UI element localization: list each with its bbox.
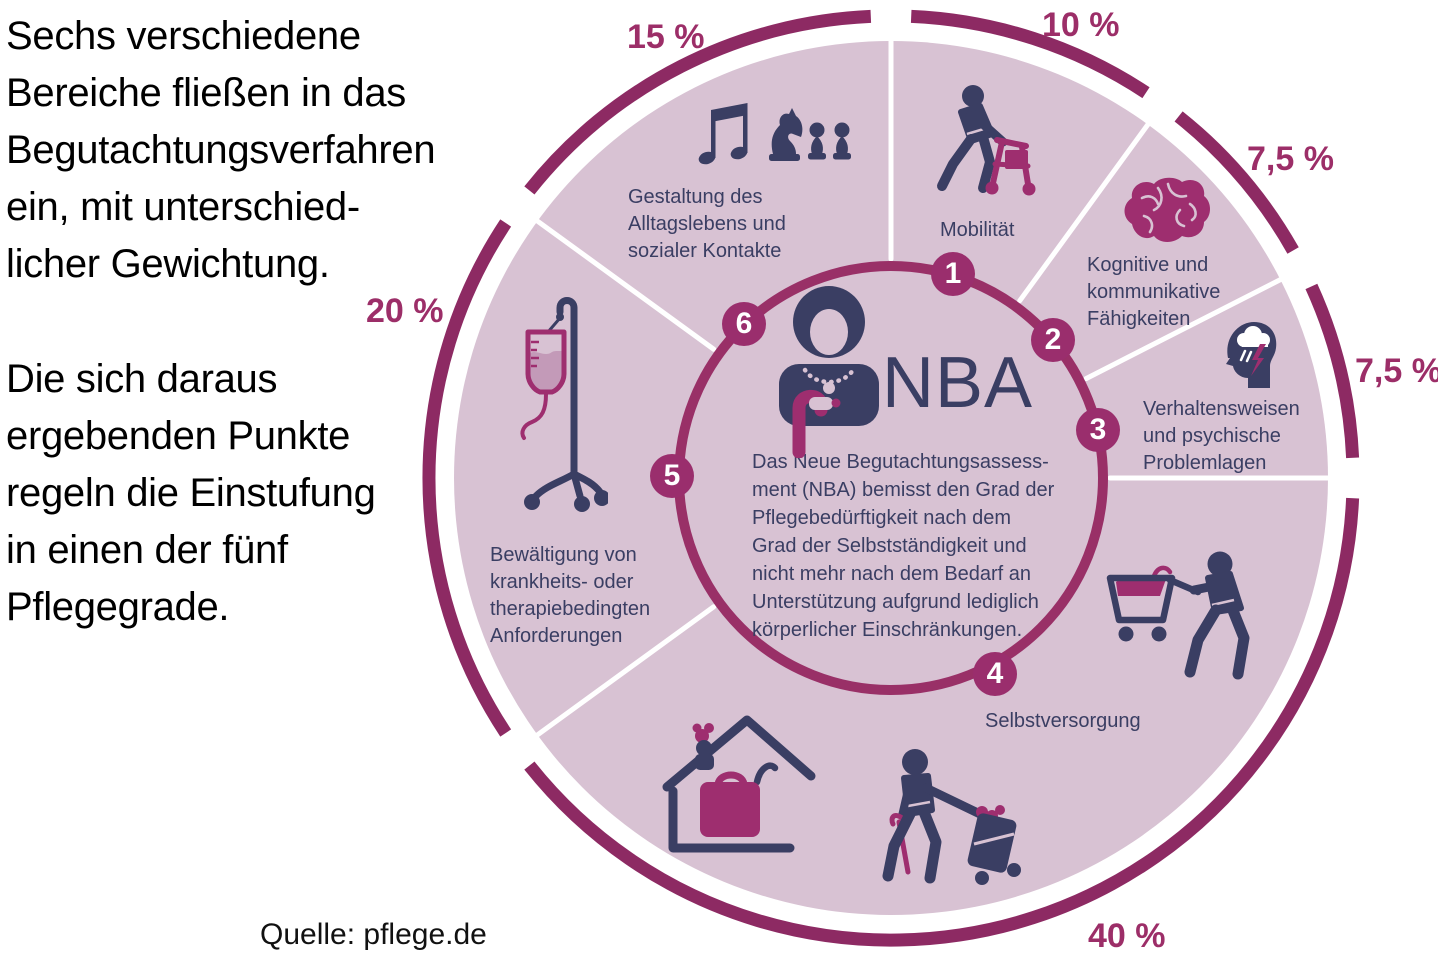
segment-number-badge-2: 2 — [1031, 318, 1075, 362]
segment-number-badge-4: 4 — [973, 652, 1017, 696]
segment-number-badge-5: 5 — [650, 454, 694, 498]
label-kognitive: Kognitive und kommunikative Fähigkeiten — [1087, 254, 1221, 330]
segment-divider-lines — [535, 38, 1331, 738]
label-verhalten: Verhaltensweisen und psychische Probleml… — [1143, 398, 1300, 474]
segment-number-badge-3: 3 — [1076, 408, 1120, 452]
person-with-trolley-icon — [882, 749, 1021, 885]
iv-drip-stand-icon — [520, 297, 608, 512]
elderly-person-with-cane-icon — [779, 286, 879, 458]
percent-label-bewaeltigung: 20 % — [366, 292, 444, 330]
percent-label-kognitive: 7,5 % — [1247, 140, 1334, 178]
brain-icon — [1124, 177, 1210, 242]
source-note: Quelle: pflege.de — [260, 918, 487, 951]
intro-paragraph-1: Sechs verschiedene Bereiche fließen in d… — [6, 14, 436, 286]
music-and-chess-icon — [698, 103, 851, 165]
label-mobilitaet: Mobilität — [940, 219, 1015, 241]
person-with-rollator-icon — [937, 85, 1036, 196]
nba-description: Das Neue Begutachtungsassess- ment (NBA)… — [752, 451, 1055, 641]
nba-title: NBA — [882, 343, 1034, 423]
percent-label-gestaltung: 15 % — [627, 18, 705, 56]
shopping-cart-person-icon — [1106, 551, 1250, 680]
percent-label-mobilitaet: 10 % — [1042, 6, 1120, 44]
house-with-pot-icon — [662, 715, 816, 853]
segment-number-badge-1: 1 — [931, 252, 975, 296]
label-gestaltung: Gestaltung des Alltagslebens und soziale… — [628, 186, 786, 262]
head-with-storm-icon — [1226, 322, 1277, 388]
percent-label-verhalten: 7,5 % — [1355, 352, 1438, 390]
percent-label-selbstversorgung: 40 % — [1088, 917, 1166, 955]
intro-paragraph-2: Die sich daraus ergebenden Punkte regeln… — [6, 357, 376, 629]
segment-number-badge-6: 6 — [722, 302, 766, 346]
outer-segment-ring — [422, 9, 1360, 947]
label-bewaeltigung: Bewältigung von krankheits- oder therapi… — [490, 544, 651, 647]
label-selbstversorgung: Selbstversorgung — [985, 710, 1141, 732]
